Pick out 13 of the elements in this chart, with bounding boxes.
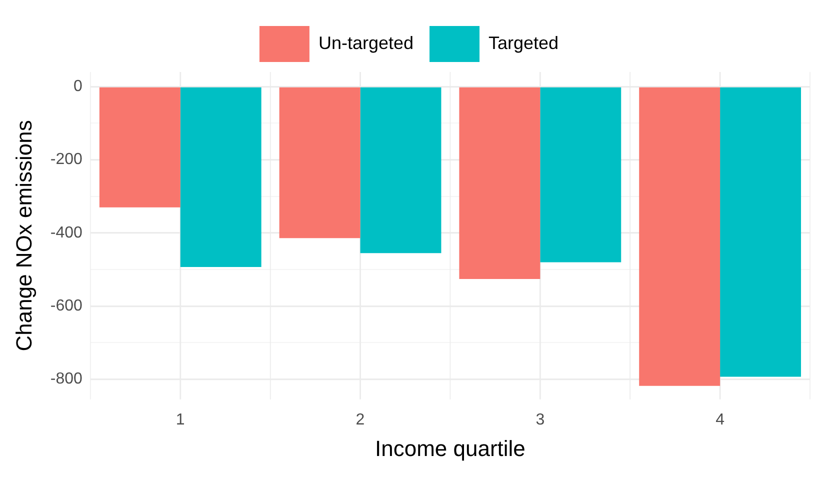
legend-label: Targeted	[488, 32, 559, 53]
y-tick-label: -600	[50, 298, 83, 315]
x-tick-label: 4	[716, 411, 725, 428]
y-tick-label: -800	[50, 370, 83, 388]
x-tick-label: 1	[176, 411, 185, 428]
legend-label: Un-targeted	[318, 32, 414, 53]
y-tick-label: 0	[74, 78, 83, 96]
y-tick-label: -200	[50, 151, 83, 168]
y-tick-label: -400	[50, 224, 83, 242]
x-axis-title: Income quartile	[375, 436, 526, 461]
x-tick-label: 2	[356, 411, 365, 428]
y-axis-title: Change NOx emissions	[11, 120, 36, 352]
x-tick-label: 3	[536, 411, 545, 428]
